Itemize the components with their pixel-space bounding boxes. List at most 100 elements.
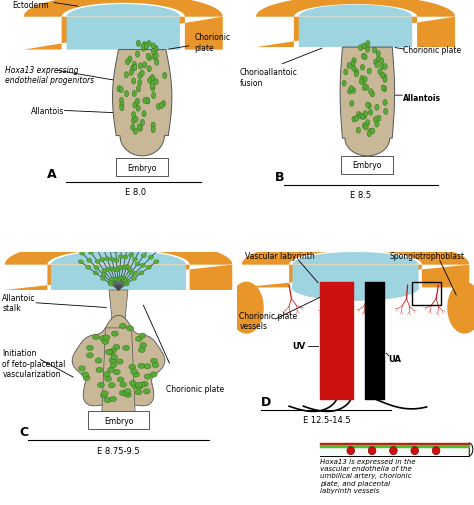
Ellipse shape	[360, 115, 365, 121]
Ellipse shape	[375, 63, 379, 69]
Ellipse shape	[138, 64, 143, 70]
Ellipse shape	[115, 269, 120, 273]
Ellipse shape	[107, 248, 112, 252]
Ellipse shape	[131, 118, 136, 124]
Polygon shape	[112, 50, 172, 157]
Ellipse shape	[380, 65, 384, 70]
Ellipse shape	[356, 112, 361, 118]
Ellipse shape	[117, 86, 121, 93]
Ellipse shape	[101, 273, 106, 277]
Polygon shape	[88, 412, 149, 429]
Ellipse shape	[106, 349, 112, 355]
Ellipse shape	[89, 238, 94, 242]
Ellipse shape	[137, 230, 142, 234]
Ellipse shape	[96, 368, 103, 373]
Ellipse shape	[448, 283, 474, 333]
Text: Allantoic
stalk: Allantoic stalk	[2, 293, 36, 313]
Ellipse shape	[375, 122, 379, 128]
Ellipse shape	[154, 54, 158, 60]
Ellipse shape	[105, 376, 111, 382]
Ellipse shape	[147, 41, 151, 47]
Text: Chorionic plate: Chorionic plate	[166, 384, 224, 393]
Ellipse shape	[129, 271, 134, 275]
Ellipse shape	[152, 55, 156, 61]
Ellipse shape	[383, 100, 387, 106]
Ellipse shape	[80, 251, 85, 256]
Ellipse shape	[129, 381, 136, 386]
Ellipse shape	[363, 111, 367, 117]
Ellipse shape	[124, 73, 128, 79]
Text: C: C	[19, 426, 28, 438]
Ellipse shape	[118, 277, 124, 281]
Polygon shape	[24, 0, 223, 50]
Ellipse shape	[380, 73, 384, 79]
Ellipse shape	[131, 112, 136, 119]
Ellipse shape	[97, 237, 102, 241]
Ellipse shape	[350, 102, 354, 107]
Ellipse shape	[143, 237, 148, 241]
Ellipse shape	[152, 363, 159, 368]
Ellipse shape	[105, 268, 110, 272]
Ellipse shape	[127, 268, 132, 272]
Ellipse shape	[366, 41, 370, 47]
Ellipse shape	[383, 87, 387, 92]
Ellipse shape	[383, 77, 387, 83]
Ellipse shape	[135, 263, 140, 267]
Ellipse shape	[143, 389, 150, 394]
Ellipse shape	[155, 60, 159, 66]
Text: Chorioallantoic
fusion: Chorioallantoic fusion	[239, 68, 297, 87]
Ellipse shape	[367, 131, 371, 137]
Ellipse shape	[363, 55, 367, 61]
Text: Initiation
of feto-placental
vascularization: Initiation of feto-placental vasculariza…	[2, 349, 66, 378]
Ellipse shape	[362, 44, 366, 49]
Ellipse shape	[367, 104, 371, 110]
Ellipse shape	[356, 128, 361, 134]
Polygon shape	[72, 316, 165, 407]
Ellipse shape	[383, 74, 387, 80]
Ellipse shape	[140, 71, 144, 77]
Ellipse shape	[151, 86, 155, 92]
Ellipse shape	[138, 364, 145, 369]
Ellipse shape	[139, 333, 146, 339]
Ellipse shape	[95, 260, 100, 264]
Ellipse shape	[102, 339, 109, 345]
Ellipse shape	[138, 73, 142, 80]
Ellipse shape	[113, 249, 118, 253]
Ellipse shape	[119, 390, 126, 396]
Ellipse shape	[150, 372, 157, 377]
Ellipse shape	[114, 259, 119, 263]
Ellipse shape	[364, 125, 368, 131]
Ellipse shape	[154, 46, 158, 53]
Ellipse shape	[349, 86, 353, 92]
Ellipse shape	[107, 350, 113, 356]
Ellipse shape	[362, 85, 366, 91]
Polygon shape	[102, 328, 135, 412]
Ellipse shape	[115, 278, 120, 282]
Ellipse shape	[352, 117, 356, 123]
Ellipse shape	[122, 278, 127, 282]
Ellipse shape	[146, 98, 150, 105]
Ellipse shape	[347, 89, 352, 95]
Ellipse shape	[344, 70, 348, 76]
Text: Embryo: Embryo	[128, 164, 157, 172]
Ellipse shape	[163, 73, 167, 79]
Ellipse shape	[133, 103, 137, 109]
Ellipse shape	[108, 267, 113, 271]
Text: Embryo: Embryo	[353, 161, 382, 170]
Ellipse shape	[151, 123, 155, 129]
Ellipse shape	[136, 99, 140, 105]
Ellipse shape	[380, 59, 384, 65]
Ellipse shape	[132, 272, 137, 276]
Ellipse shape	[156, 104, 161, 111]
Ellipse shape	[377, 116, 381, 122]
Ellipse shape	[360, 65, 365, 71]
Ellipse shape	[161, 101, 165, 108]
Ellipse shape	[146, 54, 150, 60]
Ellipse shape	[230, 283, 263, 333]
Ellipse shape	[129, 70, 133, 76]
Ellipse shape	[132, 384, 139, 389]
Ellipse shape	[150, 83, 155, 89]
Ellipse shape	[87, 259, 92, 263]
Text: Embryo: Embryo	[104, 416, 133, 425]
Ellipse shape	[352, 66, 356, 72]
